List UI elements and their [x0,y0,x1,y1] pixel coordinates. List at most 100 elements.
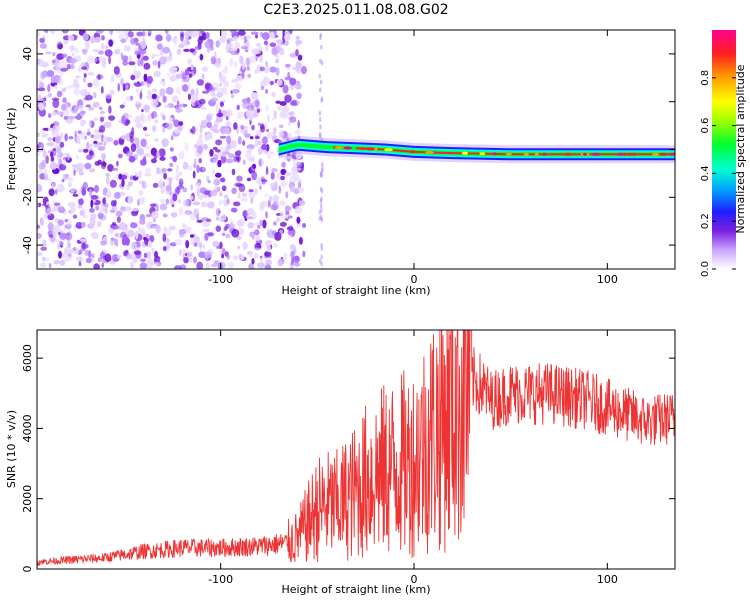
noise-blob [147,240,152,249]
noise-blob [131,251,135,260]
noise-blob [38,82,42,87]
noise-blob [140,138,147,148]
noise-blob [52,124,58,134]
noise-blob [100,251,106,259]
noise-blob [196,79,205,86]
noise-blob [143,73,148,82]
noise-blob [39,217,44,226]
noise-blob [302,250,306,258]
noise-blob [119,104,125,109]
noise-blob [202,220,210,227]
noise-blob [284,94,292,103]
noise-blob [40,246,48,251]
noise-blob [61,179,65,183]
noise-blob [237,219,245,227]
noise-blob [129,135,134,144]
noise-blob [93,144,99,148]
noise-blob [94,161,101,166]
noise-blob [139,91,143,100]
noise-blob [179,249,182,256]
noise-blob [81,66,87,70]
noise-blob [66,234,71,240]
noise-blob [57,243,60,250]
noise-blob [101,42,105,50]
noise-blob [301,223,307,228]
noise-blob [240,197,249,202]
noise-blob [37,184,43,193]
noise-blob [73,87,80,96]
noise-blob [127,181,133,187]
noise-blob [120,191,125,196]
noise-blob [85,257,92,264]
noise-blob [103,142,107,147]
snr-line [37,330,675,567]
noise-blob [99,106,103,110]
noise-blob [189,257,193,263]
noise-blob [182,223,187,229]
noise-blob [182,161,189,170]
noise-blob [73,169,76,176]
noise-blob [87,72,95,76]
noise-blob [203,190,212,196]
noise-blob [258,129,262,138]
noise-blob [221,253,225,259]
noise-blob [298,187,305,193]
noise-blob [159,156,166,161]
noise-blob [97,212,104,219]
noise-blob [215,225,222,232]
y-tick-label: -40 [21,236,34,254]
noise-blob [262,32,270,41]
noise-blob [260,200,268,207]
noise-blob [287,230,293,235]
noise-blob [169,162,174,167]
noise-blob [165,184,172,192]
noise-blob [85,104,91,108]
noise-blob [109,260,116,265]
noise-blob [158,184,163,188]
noise-blob [230,47,237,52]
noise-blob [290,250,295,259]
noise-blob [128,155,136,163]
noise-blob [94,56,98,63]
noise-blob [220,30,228,38]
noise-blob [231,79,239,83]
noise-blob [175,104,181,114]
noise-blob [44,30,49,34]
noise-blob [294,205,303,214]
noise-blob [276,216,280,221]
noise-blob [226,254,230,260]
noise-blob [70,44,75,53]
noise-blob [37,132,40,137]
noise-blob [178,228,187,235]
noise-blob [227,223,235,229]
noise-blob [264,264,272,269]
noise-blob [151,88,158,92]
noise-blob [63,246,70,256]
noise-blob [144,133,150,137]
noise-blob [88,250,92,259]
noise-blob [60,67,68,72]
noise-blob [227,113,230,117]
noise-blob [78,104,84,111]
noise-blob [84,40,90,50]
noise-blob [162,95,167,103]
noise-blob [134,50,141,56]
noise-blob [75,75,81,79]
noise-blob [250,197,254,204]
noise-blob [70,189,74,194]
noise-blob [255,99,260,108]
noise-blob [204,40,211,49]
noise-blob [59,141,65,148]
noise-blob [162,213,168,218]
noise-blob [169,117,173,122]
noise-blob [89,208,95,213]
noise-blob [285,171,289,178]
noise-blob [263,65,271,74]
noise-blob [121,55,129,62]
noise-blob [250,232,255,238]
signal-blob [627,152,633,156]
noise-blob [62,97,67,103]
noise-blob [146,83,151,88]
noise-blob [216,112,224,118]
